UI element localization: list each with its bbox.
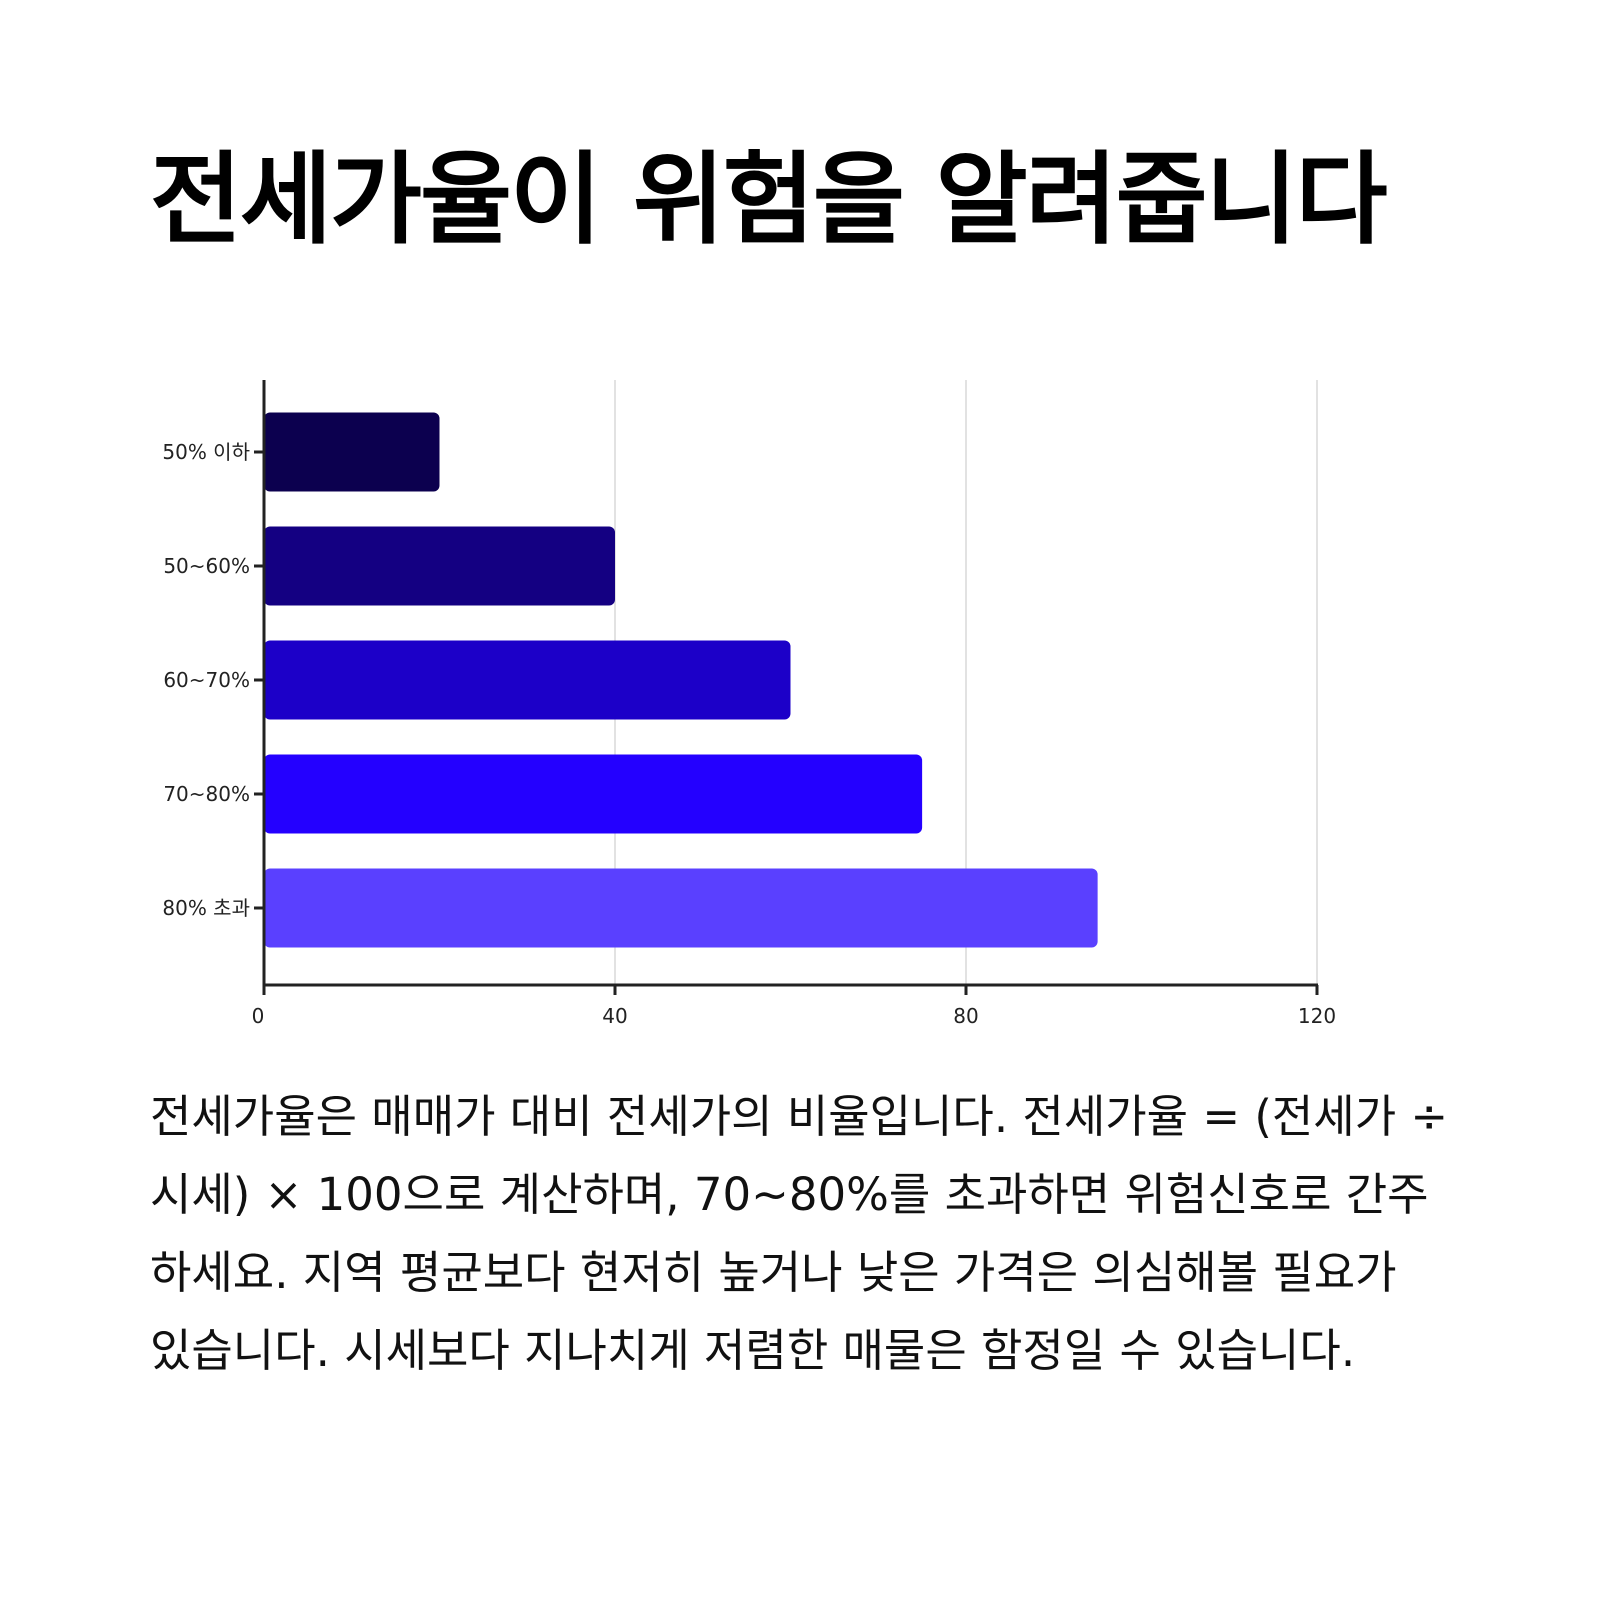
- tick-labels: 0 40 80 120 50% 이하 50~60% 60~70% 70~80% 80% 초과: [162, 440, 1336, 1028]
- bars: [264, 412, 1098, 948]
- y-tick-label: 80% 초과: [162, 896, 250, 920]
- y-tick-label: 50~60%: [163, 554, 250, 578]
- y-tick-label: 70~80%: [163, 782, 250, 806]
- y-tick-label: 60~70%: [163, 668, 250, 692]
- bar: [264, 754, 923, 834]
- x-tick-label: 120: [1298, 1004, 1336, 1028]
- bar-chart: 0 40 80 120 50% 이하 50~60% 60~70% 70~80% 80% 초과: [162, 380, 1336, 1028]
- x-tick-label: 0: [252, 1004, 265, 1028]
- x-tick-label: 40: [602, 1004, 627, 1028]
- y-tick-label: 50% 이하: [162, 440, 250, 464]
- axes: [254, 380, 1319, 995]
- bar: [264, 868, 1098, 948]
- bar: [264, 412, 440, 492]
- page-title: 전세가율이 위험을 알려줍니다: [150, 141, 1388, 258]
- x-tick-label: 80: [953, 1004, 978, 1028]
- bar: [264, 526, 615, 606]
- bar: [264, 640, 791, 720]
- description-text: 전세가율은 매매가 대비 전세가의 비율입니다. 전세가율 = (전세가 ÷ 시…: [150, 1090, 1449, 1377]
